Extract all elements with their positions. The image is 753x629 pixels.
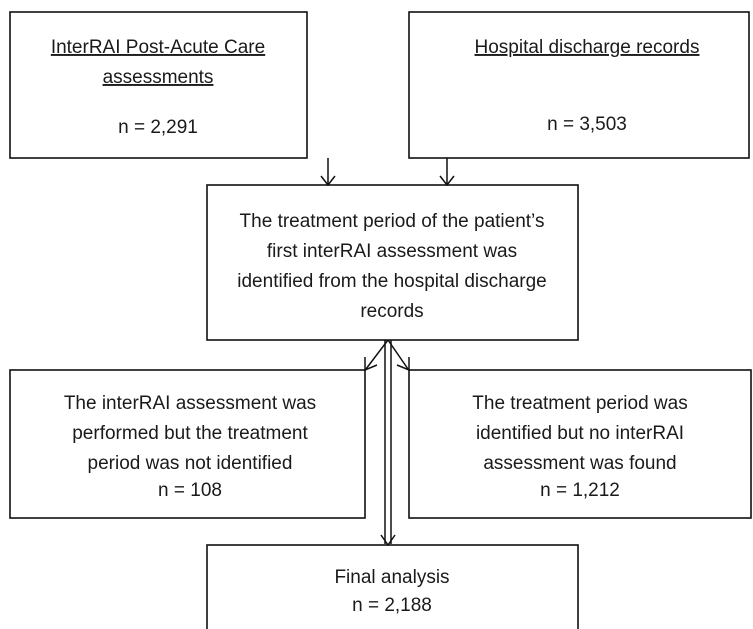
box-text: first interRAI assessment was — [267, 241, 517, 262]
box-text: assessment was found — [483, 453, 676, 474]
box-treatment — [206, 184, 579, 341]
box-title: Hospital discharge records — [475, 37, 700, 58]
box-count: n = 108 — [158, 480, 222, 501]
box-text: The treatment period was — [472, 393, 687, 414]
box-text: The interRAI assessment was — [64, 393, 316, 414]
box-not-found — [408, 369, 752, 519]
box-text: identified from the hospital discharge — [237, 271, 546, 292]
arrowhead — [439, 175, 455, 187]
box-count: n = 1,212 — [540, 480, 620, 501]
arrow — [365, 339, 389, 370]
box-text: Final analysis — [334, 567, 449, 588]
box-not-identified — [9, 369, 366, 519]
box-title: InterRAI Post-Acute Care — [51, 37, 265, 58]
box-text: identified but no interRAI — [476, 423, 684, 444]
box-count: n = 2,291 — [118, 117, 198, 138]
arrowhead — [320, 175, 336, 187]
box-text: records — [360, 301, 423, 322]
box-interrai — [9, 11, 308, 159]
box-text: period was not identified — [88, 453, 293, 474]
box-count: n = 3,503 — [547, 114, 627, 135]
box-title: assessments — [103, 67, 214, 88]
arrow — [387, 339, 409, 370]
box-final — [206, 544, 579, 629]
arrowhead — [380, 534, 396, 547]
box-text: performed but the treatment — [72, 423, 308, 444]
arrowhead — [396, 357, 410, 372]
box-count: n = 2,188 — [352, 595, 432, 616]
box-hospital — [408, 11, 750, 159]
box-text: The treatment period of the patient’s — [240, 211, 545, 232]
arrowhead — [364, 357, 378, 372]
